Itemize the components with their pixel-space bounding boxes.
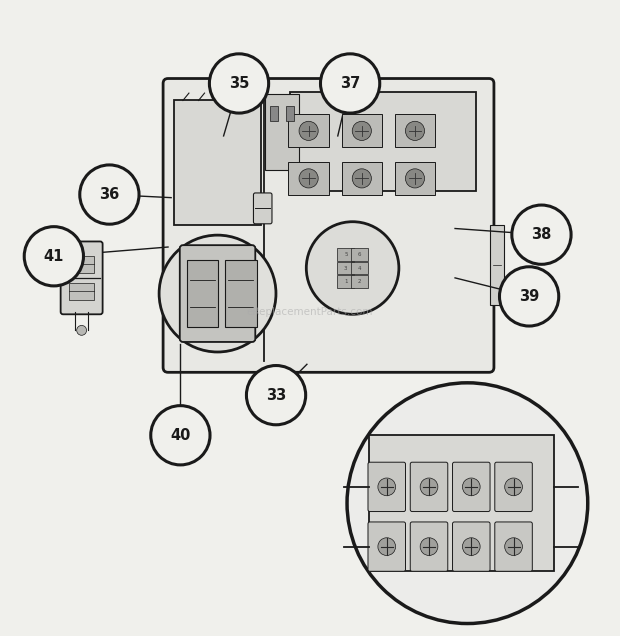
Circle shape bbox=[378, 478, 396, 495]
Circle shape bbox=[306, 222, 399, 314]
Text: 40: 40 bbox=[170, 428, 190, 443]
Bar bbox=[270, 106, 278, 121]
Circle shape bbox=[246, 366, 306, 425]
Circle shape bbox=[378, 538, 396, 555]
Bar bbox=[187, 260, 218, 327]
Text: 41: 41 bbox=[43, 249, 64, 264]
Bar bbox=[69, 283, 94, 300]
Text: 3: 3 bbox=[344, 265, 348, 270]
Text: 5: 5 bbox=[344, 252, 348, 257]
Text: 6: 6 bbox=[358, 252, 361, 257]
Bar bbox=[342, 162, 382, 195]
FancyBboxPatch shape bbox=[180, 245, 255, 342]
FancyBboxPatch shape bbox=[495, 522, 533, 571]
Circle shape bbox=[420, 478, 438, 495]
Circle shape bbox=[405, 121, 425, 141]
Text: 4: 4 bbox=[358, 265, 361, 270]
Bar bbox=[490, 225, 504, 305]
FancyBboxPatch shape bbox=[163, 78, 494, 372]
Text: 33: 33 bbox=[266, 388, 286, 403]
Text: 39: 39 bbox=[519, 289, 539, 304]
Bar bbox=[69, 256, 94, 273]
Text: 38: 38 bbox=[531, 227, 552, 242]
FancyBboxPatch shape bbox=[495, 462, 533, 511]
FancyBboxPatch shape bbox=[453, 522, 490, 571]
Circle shape bbox=[352, 121, 371, 141]
Circle shape bbox=[299, 169, 318, 188]
Text: 2: 2 bbox=[358, 279, 361, 284]
Bar bbox=[337, 248, 355, 261]
Circle shape bbox=[505, 538, 523, 555]
FancyBboxPatch shape bbox=[410, 462, 448, 511]
Circle shape bbox=[299, 121, 318, 141]
Circle shape bbox=[151, 406, 210, 465]
Circle shape bbox=[463, 538, 480, 555]
Bar bbox=[395, 114, 435, 148]
FancyBboxPatch shape bbox=[61, 242, 103, 314]
Bar bbox=[351, 262, 368, 274]
FancyBboxPatch shape bbox=[453, 462, 490, 511]
Bar bbox=[288, 114, 329, 148]
Circle shape bbox=[405, 169, 425, 188]
Circle shape bbox=[420, 538, 438, 555]
Circle shape bbox=[159, 235, 276, 352]
Circle shape bbox=[210, 54, 268, 113]
Circle shape bbox=[321, 54, 379, 113]
Circle shape bbox=[80, 165, 139, 224]
FancyBboxPatch shape bbox=[368, 462, 405, 511]
Text: 37: 37 bbox=[340, 76, 360, 91]
Bar bbox=[337, 262, 355, 274]
Text: 35: 35 bbox=[229, 76, 249, 91]
Circle shape bbox=[347, 383, 588, 623]
Bar bbox=[351, 275, 368, 287]
Text: 36: 36 bbox=[99, 187, 120, 202]
Circle shape bbox=[352, 169, 371, 188]
Bar bbox=[225, 260, 257, 327]
Circle shape bbox=[505, 478, 523, 495]
Circle shape bbox=[77, 326, 87, 335]
FancyBboxPatch shape bbox=[265, 93, 299, 170]
Circle shape bbox=[24, 226, 84, 286]
Bar bbox=[369, 435, 554, 571]
FancyBboxPatch shape bbox=[410, 522, 448, 571]
Bar bbox=[395, 162, 435, 195]
Bar bbox=[174, 100, 261, 225]
Circle shape bbox=[463, 478, 480, 495]
Text: eReplacementParts.com: eReplacementParts.com bbox=[247, 307, 373, 317]
Circle shape bbox=[512, 205, 571, 265]
Bar bbox=[351, 248, 368, 261]
Bar bbox=[288, 162, 329, 195]
Circle shape bbox=[500, 266, 559, 326]
FancyBboxPatch shape bbox=[368, 522, 405, 571]
Bar bbox=[286, 106, 294, 121]
Bar bbox=[290, 92, 476, 191]
Bar bbox=[342, 114, 382, 148]
FancyBboxPatch shape bbox=[254, 193, 272, 224]
Bar bbox=[337, 275, 355, 287]
Text: 1: 1 bbox=[344, 279, 348, 284]
